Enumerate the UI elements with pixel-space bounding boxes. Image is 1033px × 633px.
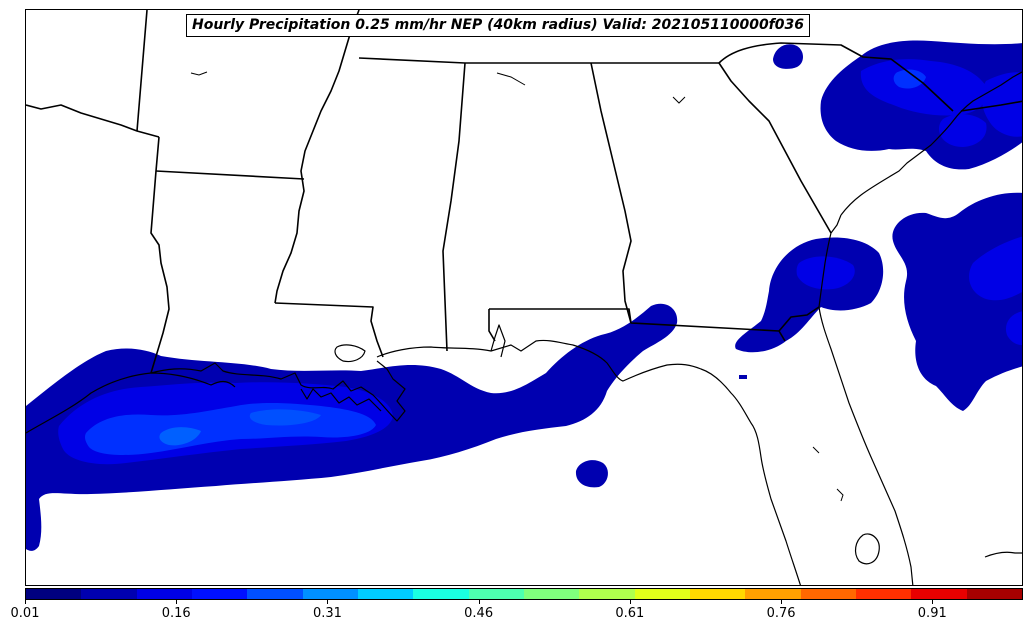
colorbar-tick-label: 0.16 xyxy=(161,606,191,621)
colorbar-tick-label: 0.76 xyxy=(766,606,796,621)
colorbar-tick-mark xyxy=(25,600,26,604)
colorbar-segment xyxy=(136,589,192,599)
precip-carolina-mid xyxy=(860,59,988,116)
colorbar-segment xyxy=(357,589,414,599)
colorbar-tick-label: 0.01 xyxy=(10,606,40,621)
colorbar-tick-label: 0.91 xyxy=(917,606,947,621)
precip-small-dot xyxy=(739,375,747,379)
precip-ga-fl-cell-outer xyxy=(735,237,884,353)
precip-gulf-cell xyxy=(575,460,608,488)
colorbar-segment xyxy=(634,589,690,599)
precip-atlantic-inner xyxy=(969,236,1022,301)
precip-carolina-mid-3 xyxy=(939,114,987,147)
colorbar-segment xyxy=(468,589,524,599)
precip-carolina-core xyxy=(893,69,926,89)
colorbar-segment xyxy=(413,589,469,599)
colorbar-tick-mark xyxy=(327,600,329,604)
precipitation-map xyxy=(26,10,1022,585)
colorbar-tick-mark xyxy=(176,600,178,604)
colorbar-tick-mark xyxy=(932,600,934,604)
colorbar-segment xyxy=(855,589,912,599)
colorbar-tick-mark xyxy=(781,600,783,604)
colorbar-segment xyxy=(247,589,303,599)
colorbar-segment xyxy=(523,589,580,599)
colorbar-segment xyxy=(800,589,856,599)
colorbar-ticks: 0.01 0.16 0.31 0.46 0.61 0.76 0.91 xyxy=(11,600,1023,626)
colorbar-tick-mark xyxy=(629,600,631,604)
colorbar-segment xyxy=(302,589,358,599)
colorbar-segment xyxy=(966,589,1022,599)
precip-gulf-band-core xyxy=(159,427,201,446)
precip-atlantic-inner-2 xyxy=(1006,311,1022,346)
state-boundaries xyxy=(26,10,1022,374)
precip-atlantic-outer xyxy=(892,192,1022,411)
colorbar-segment xyxy=(689,589,746,599)
colorbar-tick-label: 0.61 xyxy=(615,606,645,621)
colorbar-segment xyxy=(191,589,248,599)
map-title: Hourly Precipitation 0.25 mm/hr NEP (40k… xyxy=(186,14,811,37)
colorbar-segment xyxy=(579,589,635,599)
colorbar-segment xyxy=(911,589,967,599)
colorbar-segment xyxy=(745,589,801,599)
precip-ga-fl-cell-inner xyxy=(796,256,855,290)
map-panel xyxy=(25,9,1023,586)
map-details xyxy=(190,71,844,502)
precip-gulf-band-core-2 xyxy=(249,409,321,426)
colorbar-tick-label: 0.31 xyxy=(312,606,342,621)
precip-contours xyxy=(26,40,1022,551)
colorbar xyxy=(25,588,1023,600)
colorbar-tick-mark xyxy=(478,600,480,604)
precip-carolina-small xyxy=(773,44,803,69)
colorbar-tick-label: 0.46 xyxy=(464,606,494,621)
colorbar-segment xyxy=(81,589,137,599)
colorbar-segment xyxy=(26,589,82,599)
